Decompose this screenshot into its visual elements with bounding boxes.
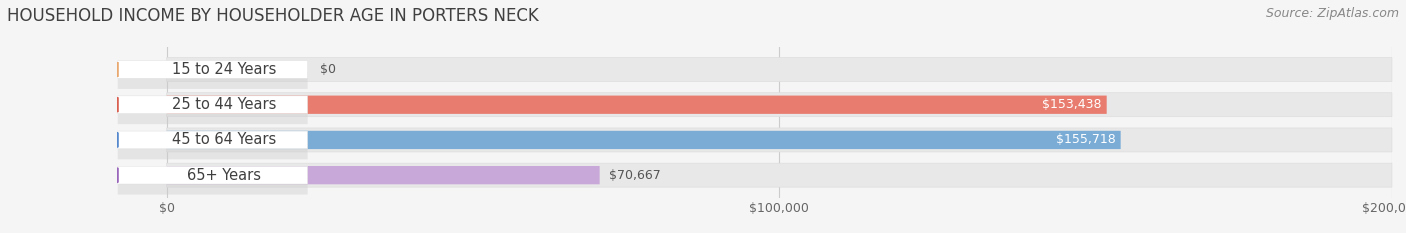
FancyBboxPatch shape (118, 71, 308, 89)
FancyBboxPatch shape (167, 128, 1392, 152)
FancyBboxPatch shape (118, 61, 308, 78)
Text: $70,667: $70,667 (609, 169, 661, 182)
Text: HOUSEHOLD INCOME BY HOUSEHOLDER AGE IN PORTERS NECK: HOUSEHOLD INCOME BY HOUSEHOLDER AGE IN P… (7, 7, 538, 25)
Text: 25 to 44 Years: 25 to 44 Years (172, 97, 276, 112)
FancyBboxPatch shape (118, 96, 308, 113)
Text: 45 to 64 Years: 45 to 64 Years (172, 132, 276, 147)
FancyBboxPatch shape (118, 142, 308, 159)
FancyBboxPatch shape (167, 93, 1392, 117)
FancyBboxPatch shape (167, 166, 599, 184)
FancyBboxPatch shape (167, 58, 1392, 82)
Text: Source: ZipAtlas.com: Source: ZipAtlas.com (1265, 7, 1399, 20)
FancyBboxPatch shape (167, 96, 1107, 114)
FancyBboxPatch shape (118, 106, 308, 124)
Text: 65+ Years: 65+ Years (187, 168, 262, 183)
FancyBboxPatch shape (167, 131, 1121, 149)
FancyBboxPatch shape (118, 131, 308, 149)
Text: $155,718: $155,718 (1056, 134, 1116, 146)
FancyBboxPatch shape (118, 166, 308, 184)
FancyBboxPatch shape (118, 177, 308, 195)
Text: $153,438: $153,438 (1042, 98, 1102, 111)
Text: 15 to 24 Years: 15 to 24 Years (172, 62, 276, 77)
FancyBboxPatch shape (167, 163, 1392, 187)
Text: $0: $0 (321, 63, 336, 76)
